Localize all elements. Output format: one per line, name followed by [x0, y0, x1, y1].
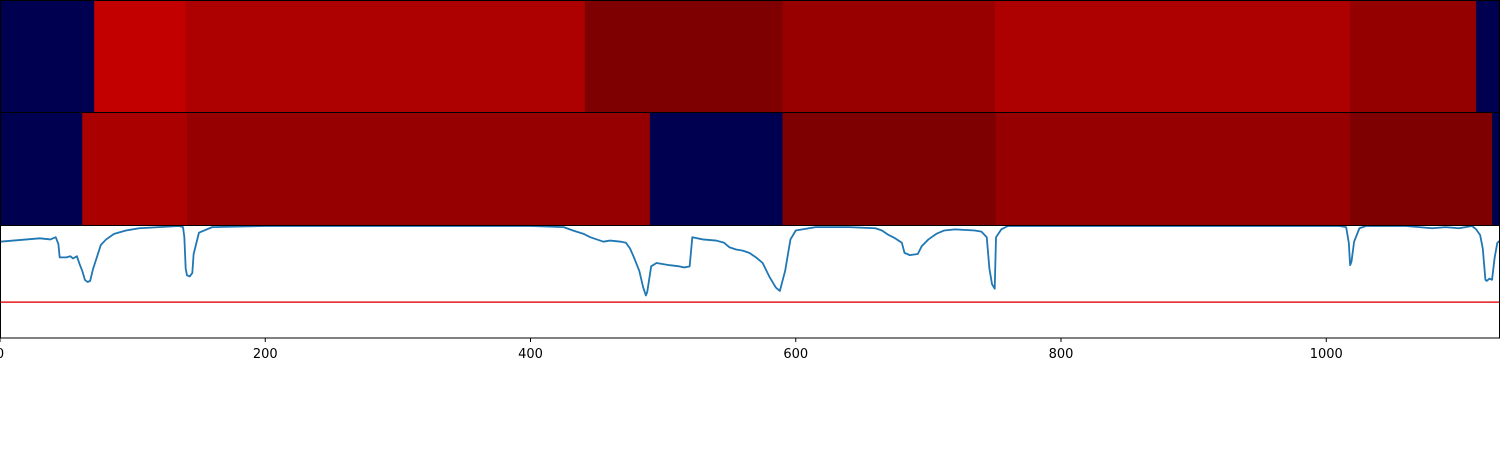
x-tick-label: 0: [0, 347, 4, 362]
heatmap-segment: [1350, 1, 1477, 112]
heatmap-track-2: [0, 113, 1500, 225]
x-tick-label: 400: [518, 347, 543, 362]
heatmap-segment: [185, 1, 586, 112]
heatmap-segment: [1476, 1, 1500, 112]
heatmap-segment: [649, 113, 783, 225]
heatmap-track-1: [0, 1, 1500, 112]
signal-background: [0, 226, 1500, 338]
x-tick-label: 200: [253, 347, 278, 362]
signal-panel: [0, 225, 1500, 338]
heatmap-segment: [82, 113, 188, 225]
heatmap-segment: [94, 1, 187, 112]
heatmap-segment: [996, 113, 1351, 225]
heatmap-segment: [1492, 113, 1500, 225]
heatmap-segment: [187, 113, 651, 225]
heatmap-segment: [0, 113, 83, 225]
heatmap-segment: [782, 113, 997, 225]
heatmap-segment: [1350, 113, 1493, 225]
signal-line: [0, 225, 1500, 297]
x-tick-label: 800: [1049, 347, 1074, 362]
heatmap-segment: [782, 1, 996, 112]
heatmap-segment: [0, 1, 95, 112]
heatmap-segment: [584, 1, 783, 112]
x-tick-label: 1000: [1310, 347, 1343, 362]
x-tick-label: 600: [783, 347, 808, 362]
heatmap-segment: [994, 1, 1351, 112]
x-axis: 0 200 400 600 800 1000: [0, 338, 1343, 362]
